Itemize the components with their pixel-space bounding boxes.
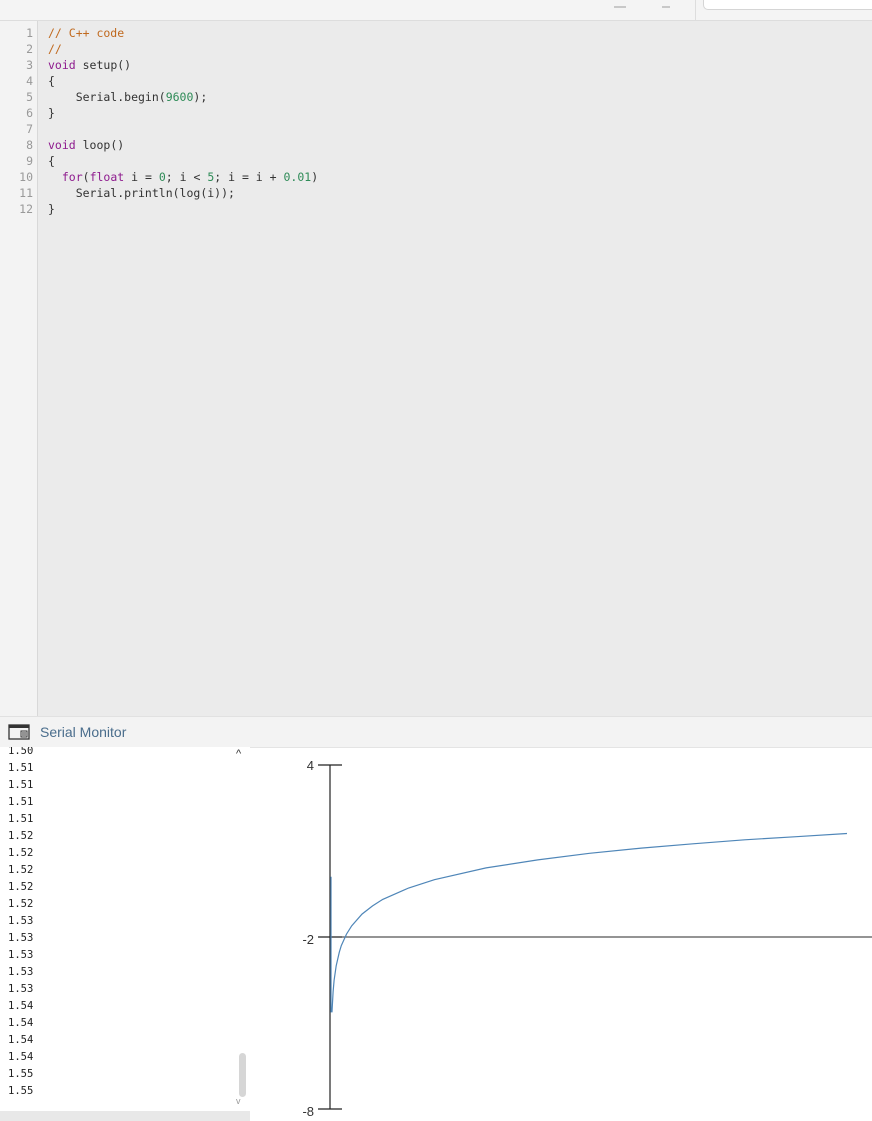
plot-series-line	[330, 832, 848, 1013]
output-line: 1.53	[8, 932, 34, 944]
toolbar-dropdown[interactable]	[703, 0, 872, 10]
y-tick-label-top: 4	[307, 758, 314, 773]
line-number: 2	[26, 42, 33, 56]
horizontal-scrollbar[interactable]	[0, 1111, 250, 1121]
chevron-up-icon[interactable]: ^	[236, 748, 242, 760]
line-number: 10	[19, 170, 33, 184]
chevron-down-icon[interactable]: v	[236, 1096, 241, 1106]
code-line[interactable]: for(float i = 0; i < 5; i = i + 0.01)	[61, 170, 319, 184]
line-number: 7	[26, 122, 33, 136]
output-line: 1.52	[8, 898, 34, 910]
output-line: 1.55	[8, 1068, 34, 1080]
scrollbar-thumb[interactable]	[239, 1053, 246, 1097]
y-tick-label-middle: -2	[302, 932, 314, 947]
code-text[interactable]: // C++ code // void setup() { Serial.begin(…	[48, 25, 318, 217]
output-line: 1.52	[8, 864, 34, 876]
code-line[interactable]: }	[48, 202, 55, 216]
toolbar-control[interactable]	[662, 0, 670, 8]
line-number: 4	[26, 74, 33, 88]
output-line: 1.52	[8, 847, 34, 859]
code-line[interactable]: Serial.println(log(i));	[48, 186, 235, 200]
output-line: 1.51	[8, 779, 34, 791]
output-line: 1.51	[8, 762, 34, 774]
output-line: 1.52	[8, 830, 34, 842]
code-line[interactable]: {	[48, 74, 55, 88]
output-line: 1.54	[8, 1034, 34, 1046]
toolbar-divider	[695, 0, 696, 20]
line-number: 12	[19, 202, 33, 216]
code-line[interactable]: // C++ code	[48, 26, 125, 40]
output-line: 1.51	[8, 796, 34, 808]
output-line: 1.54	[8, 1017, 34, 1029]
code-line[interactable]: ​	[48, 121, 318, 137]
line-number: 5	[26, 90, 33, 104]
serial-monitor-header: Serial Monitor	[0, 716, 872, 748]
line-number: 1	[26, 26, 33, 40]
output-line: 1.53	[8, 949, 34, 961]
serial-plotter: 4 -2 -8	[302, 758, 872, 1119]
top-toolbar	[0, 0, 872, 21]
code-line[interactable]: {	[48, 154, 55, 168]
code-line[interactable]: //	[48, 42, 62, 56]
output-line: 1.52	[8, 881, 34, 893]
window-icon	[8, 724, 30, 740]
line-number: 8	[26, 138, 33, 152]
line-number-gutter: 1 2 3 4 5 6 7 8 9 10 11 12	[0, 21, 38, 716]
line-number: 9	[26, 154, 33, 168]
output-line: 1.50	[8, 747, 34, 757]
output-line: 1.55	[8, 1085, 34, 1097]
y-tick-label-bottom: -8	[302, 1104, 314, 1119]
code-line[interactable]: void loop()	[48, 138, 125, 152]
toolbar-control[interactable]	[614, 0, 626, 8]
serial-monitor-title: Serial Monitor	[40, 724, 127, 740]
code-line[interactable]: void setup()	[48, 58, 132, 72]
output-line: 1.54	[8, 1051, 34, 1063]
output-line: 1.54	[8, 1000, 34, 1012]
line-number: 3	[26, 58, 33, 72]
line-number: 6	[26, 106, 33, 120]
code-editor[interactable]: 1 2 3 4 5 6 7 8 9 10 11 12 // C++ code//void setup(…	[0, 21, 872, 716]
serial-output[interactable]: 1.50 1.51 1.51 1.51 1.51 1.52 1.52 1.52 1.52 1.52…	[0, 747, 250, 1111]
output-line: 1.53	[8, 983, 34, 995]
code-line[interactable]: }	[48, 106, 55, 120]
output-line: 1.51	[8, 813, 34, 825]
line-number: 11	[19, 186, 33, 200]
output-line: 1.53	[8, 966, 34, 978]
output-line: 1.53	[8, 915, 34, 927]
code-line[interactable]: Serial.begin(9600);	[48, 90, 208, 104]
